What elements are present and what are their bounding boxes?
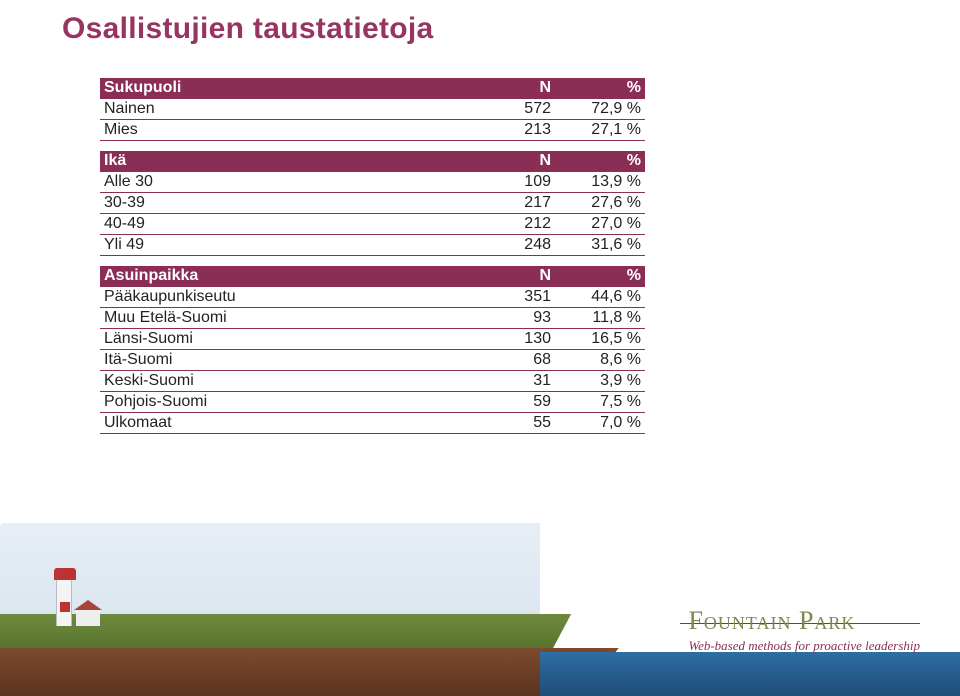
sea bbox=[540, 652, 960, 696]
cell-n: 31 bbox=[465, 371, 555, 392]
col-label: Asuinpaikka bbox=[100, 266, 465, 287]
col-n: N bbox=[465, 78, 555, 99]
table-header-row: Sukupuoli N % bbox=[100, 78, 645, 99]
table-row: 30-39 217 27,6 % bbox=[100, 193, 645, 214]
cell-label: 30-39 bbox=[100, 193, 465, 214]
cell-label: Pohjois-Suomi bbox=[100, 392, 465, 413]
tables-container: Sukupuoli N % Nainen 572 72,9 % Mies 213… bbox=[100, 78, 645, 444]
cell-pct: 13,9 % bbox=[555, 172, 645, 193]
cell-label: Mies bbox=[100, 120, 465, 141]
cell-label: Pääkaupunkiseutu bbox=[100, 287, 465, 308]
col-pct: % bbox=[555, 78, 645, 99]
table-row: 40-49 212 27,0 % bbox=[100, 214, 645, 235]
cell-pct: 8,6 % bbox=[555, 350, 645, 371]
cell-label: Keski-Suomi bbox=[100, 371, 465, 392]
table-row: Yli 49 248 31,6 % bbox=[100, 235, 645, 256]
table-header-row: Asuinpaikka N % bbox=[100, 266, 645, 287]
cell-n: 213 bbox=[465, 120, 555, 141]
cell-n: 55 bbox=[465, 413, 555, 434]
table-row: Pääkaupunkiseutu 351 44,6 % bbox=[100, 287, 645, 308]
table-sukupuoli: Sukupuoli N % Nainen 572 72,9 % Mies 213… bbox=[100, 78, 645, 141]
table-row: Keski-Suomi 31 3,9 % bbox=[100, 371, 645, 392]
table-row: Mies 213 27,1 % bbox=[100, 120, 645, 141]
cell-n: 59 bbox=[465, 392, 555, 413]
cell-label: Ulkomaat bbox=[100, 413, 465, 434]
cell-label: 40-49 bbox=[100, 214, 465, 235]
table-row: Muu Etelä-Suomi 93 11,8 % bbox=[100, 308, 645, 329]
cell-n: 572 bbox=[465, 99, 555, 120]
house-icon bbox=[76, 608, 100, 626]
brand-name: Fountain Park bbox=[688, 606, 920, 636]
cell-pct: 72,9 % bbox=[555, 99, 645, 120]
cell-label: Yli 49 bbox=[100, 235, 465, 256]
col-n: N bbox=[465, 151, 555, 172]
cell-label: Länsi-Suomi bbox=[100, 329, 465, 350]
slide: Osallistujien taustatietoja Sukupuoli N … bbox=[0, 0, 960, 696]
cell-pct: 44,6 % bbox=[555, 287, 645, 308]
col-n: N bbox=[465, 266, 555, 287]
table-row: Ulkomaat 55 7,0 % bbox=[100, 413, 645, 434]
cell-label: Itä-Suomi bbox=[100, 350, 465, 371]
table-asuinpaikka: Asuinpaikka N % Pääkaupunkiseutu 351 44,… bbox=[100, 266, 645, 434]
col-label: Ikä bbox=[100, 151, 465, 172]
cell-n: 130 bbox=[465, 329, 555, 350]
cell-pct: 27,6 % bbox=[555, 193, 645, 214]
col-pct: % bbox=[555, 266, 645, 287]
table-row: Länsi-Suomi 130 16,5 % bbox=[100, 329, 645, 350]
cell-n: 217 bbox=[465, 193, 555, 214]
cell-pct: 27,1 % bbox=[555, 120, 645, 141]
table-row: Pohjois-Suomi 59 7,5 % bbox=[100, 392, 645, 413]
col-pct: % bbox=[555, 151, 645, 172]
cell-n: 351 bbox=[465, 287, 555, 308]
cell-label: Muu Etelä-Suomi bbox=[100, 308, 465, 329]
col-label: Sukupuoli bbox=[100, 78, 465, 99]
cell-pct: 11,8 % bbox=[555, 308, 645, 329]
cell-pct: 16,5 % bbox=[555, 329, 645, 350]
cell-label: Nainen bbox=[100, 99, 465, 120]
table-row: Alle 30 109 13,9 % bbox=[100, 172, 645, 193]
cell-pct: 31,6 % bbox=[555, 235, 645, 256]
page-title: Osallistujien taustatietoja bbox=[62, 12, 434, 46]
table-header-row: Ikä N % bbox=[100, 151, 645, 172]
cell-pct: 3,9 % bbox=[555, 371, 645, 392]
lighthouse-icon bbox=[56, 580, 72, 626]
cell-n: 248 bbox=[465, 235, 555, 256]
cell-label: Alle 30 bbox=[100, 172, 465, 193]
cell-n: 109 bbox=[465, 172, 555, 193]
brand-tagline: Web-based methods for proactive leadersh… bbox=[688, 638, 920, 654]
brand-block: Fountain Park Web-based methods for proa… bbox=[688, 606, 920, 654]
table-row: Itä-Suomi 68 8,6 % bbox=[100, 350, 645, 371]
cell-n: 93 bbox=[465, 308, 555, 329]
cell-pct: 7,0 % bbox=[555, 413, 645, 434]
table-ika: Ikä N % Alle 30 109 13,9 % 30-39 217 27,… bbox=[100, 151, 645, 256]
cell-pct: 7,5 % bbox=[555, 392, 645, 413]
cell-n: 68 bbox=[465, 350, 555, 371]
cell-n: 212 bbox=[465, 214, 555, 235]
table-row: Nainen 572 72,9 % bbox=[100, 99, 645, 120]
cell-pct: 27,0 % bbox=[555, 214, 645, 235]
